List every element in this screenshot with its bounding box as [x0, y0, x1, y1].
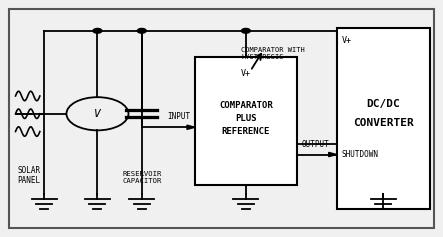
Text: RESERVOIR
CAPACITOR: RESERVOIR CAPACITOR [122, 171, 161, 184]
Bar [195, 57, 297, 185]
Bar [337, 28, 430, 209]
Text: CONVERTER: CONVERTER [353, 118, 414, 128]
Text: V: V [94, 109, 101, 119]
Text: V+: V+ [342, 36, 352, 45]
Text: COMPARATOR
PLUS
REFERENCE: COMPARATOR PLUS REFERENCE [219, 101, 273, 136]
Text: OUTPUT: OUTPUT [301, 140, 329, 149]
Text: COMPARATOR WITH
HYSTERESIS: COMPARATOR WITH HYSTERESIS [241, 47, 305, 60]
Polygon shape [187, 125, 195, 129]
Polygon shape [329, 152, 337, 157]
Circle shape [137, 28, 146, 33]
Circle shape [241, 28, 250, 33]
Circle shape [93, 28, 102, 33]
Text: INPUT: INPUT [167, 112, 190, 121]
Text: DC/DC: DC/DC [366, 99, 400, 109]
Text: SHUTDOWN: SHUTDOWN [342, 150, 379, 159]
Text: SOLAR
PANEL: SOLAR PANEL [17, 166, 40, 185]
Text: V+: V+ [241, 69, 251, 78]
